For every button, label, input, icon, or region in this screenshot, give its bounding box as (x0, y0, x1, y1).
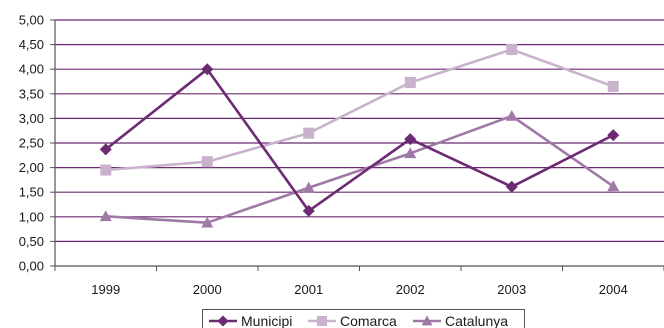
gridlines (55, 19, 664, 242)
data-point-municipi (99, 143, 112, 156)
data-point-comarca (404, 76, 416, 88)
data-point-municipi (505, 180, 518, 193)
legend-item-catalunya: Catalunya (413, 313, 508, 328)
data-point-municipi (201, 63, 214, 76)
x-axis-tick-labels: 1999 2000 2001 2002 2003 2004 (91, 282, 627, 297)
legend-marker-comarca (317, 316, 327, 326)
y-tick-label: 0,00 (19, 259, 44, 274)
y-tick-label: 5,00 (19, 13, 44, 28)
legend-label-catalunya: Catalunya (445, 313, 508, 328)
y-tick-label: 4,00 (19, 62, 44, 77)
series-catalunya (99, 109, 620, 228)
series-line-comarca (105, 48, 614, 172)
legend-item-municipi: Municipi (209, 313, 292, 328)
data-point-catalunya (99, 210, 112, 222)
legend-label-comarca: Comarca (340, 313, 397, 328)
data-point-comarca (607, 80, 619, 92)
legend-box (202, 309, 525, 328)
y-tick-label: 1,50 (19, 185, 44, 200)
y-tick-label: 1,00 (19, 209, 44, 224)
x-tick-label: 2003 (497, 282, 526, 297)
y-tick-label: 3,50 (19, 86, 44, 101)
axes (50, 19, 664, 271)
series-line-municipi (104, 67, 614, 213)
legend-marker-catalunya (421, 315, 433, 326)
data-point-municipi (607, 129, 620, 142)
legend-label-municipi: Municipi (241, 313, 292, 328)
y-tick-label: 3,00 (19, 111, 44, 126)
series-line-catalunya (105, 114, 614, 225)
series-comarca (100, 44, 619, 176)
y-tick-label: 0,50 (19, 234, 44, 249)
y-tick-label: 4,50 (19, 37, 44, 52)
series-municipi (99, 63, 620, 217)
data-point-municipi (302, 204, 315, 217)
data-point-comarca (100, 164, 112, 176)
data-point-catalunya (404, 147, 417, 159)
data-point-comarca (303, 127, 315, 139)
series-layer (99, 44, 620, 228)
x-tick-label: 2000 (193, 282, 222, 297)
data-point-catalunya (302, 181, 315, 193)
y-axis-tick-labels: 0,00 0,50 1,00 1,50 2,00 2,50 3,00 3,50 4,00 4,50… (19, 13, 44, 274)
data-point-catalunya (201, 216, 214, 228)
x-tick-label: 1999 (91, 282, 120, 297)
x-tick-label: 2004 (599, 282, 628, 297)
data-point-comarca (201, 156, 213, 168)
x-tick-label: 2002 (396, 282, 425, 297)
y-tick-label: 2,00 (19, 160, 44, 175)
data-point-catalunya (607, 180, 620, 192)
x-tick-label: 2001 (294, 282, 323, 297)
legend-marker-municipi (217, 315, 229, 327)
data-point-municipi (404, 133, 417, 146)
legend-item-comarca: Comarca (308, 313, 397, 328)
data-point-comarca (506, 44, 518, 56)
data-point-catalunya (505, 109, 518, 121)
y-tick-label: 2,50 (19, 136, 44, 151)
legend: Municipi Comarca Catalunya (202, 309, 525, 328)
